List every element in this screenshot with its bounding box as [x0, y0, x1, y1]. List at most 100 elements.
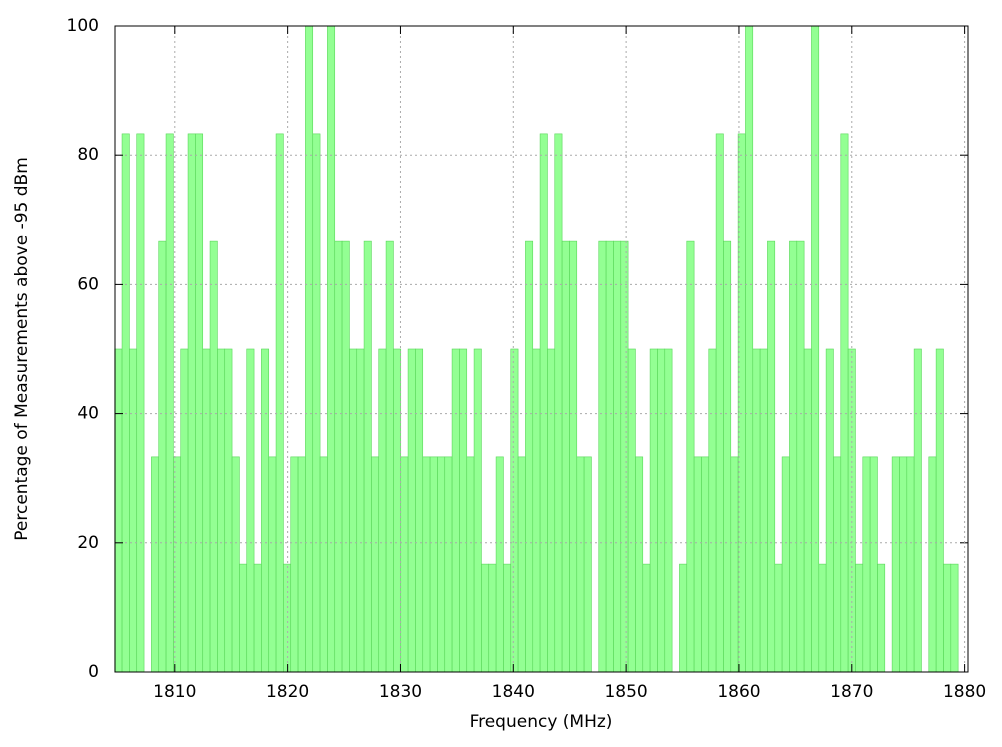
bar	[136, 133, 145, 673]
bar	[818, 563, 827, 673]
bar	[569, 240, 578, 673]
x-tick-label: 1840	[492, 682, 535, 702]
bar	[635, 456, 644, 673]
bar	[576, 456, 585, 673]
bar	[943, 563, 952, 673]
x-axis-label: Frequency (MHz)	[470, 712, 613, 732]
x-tick-label: 1860	[717, 682, 760, 702]
bar	[664, 348, 673, 673]
bar	[605, 240, 614, 673]
bar	[715, 133, 724, 673]
bar	[129, 348, 138, 673]
x-tick-label: 1820	[266, 682, 309, 702]
bar	[767, 240, 776, 673]
bar	[400, 456, 409, 673]
bar	[466, 456, 475, 673]
bar	[356, 348, 365, 673]
bar	[583, 456, 592, 673]
bar	[114, 348, 123, 673]
bar	[789, 240, 798, 673]
x-tick-label: 1830	[379, 682, 422, 702]
bar	[217, 348, 226, 673]
x-tick-label: 1810	[153, 682, 196, 702]
bar	[649, 348, 658, 673]
bar	[774, 563, 783, 673]
bar	[840, 133, 849, 673]
bar	[481, 563, 490, 673]
bar	[305, 25, 314, 673]
bar	[334, 240, 343, 673]
bar	[209, 240, 218, 673]
bar	[283, 563, 292, 673]
bar	[239, 563, 248, 673]
bar	[811, 25, 820, 673]
y-tick-label: 80	[77, 145, 99, 165]
bar	[877, 563, 886, 673]
bar	[312, 133, 321, 673]
bar	[165, 133, 174, 673]
bar	[407, 348, 416, 673]
bar	[598, 240, 607, 673]
bar	[231, 456, 240, 673]
bar	[708, 348, 717, 673]
bar	[173, 456, 182, 673]
bar	[833, 456, 842, 673]
x-tick-label: 1850	[604, 682, 647, 702]
bar	[899, 456, 908, 673]
bar	[891, 456, 900, 673]
bar	[393, 348, 402, 673]
bar	[803, 348, 812, 673]
bar	[422, 456, 431, 673]
bar	[723, 240, 732, 673]
bar	[378, 348, 387, 673]
bar	[862, 456, 871, 673]
y-axis-label: Percentage of Measurements above -95 dBm	[12, 157, 32, 541]
bar	[547, 348, 556, 673]
bar	[679, 563, 688, 673]
bar	[488, 563, 497, 673]
bar	[503, 563, 512, 673]
bar	[745, 25, 754, 673]
bar	[869, 456, 878, 673]
bar	[429, 456, 438, 673]
bar	[686, 240, 695, 673]
y-tick-label: 100	[67, 16, 99, 36]
y-tick-label: 0	[88, 662, 99, 682]
bar	[781, 456, 790, 673]
bar	[510, 348, 519, 673]
bar	[187, 133, 196, 673]
bar	[202, 348, 211, 673]
bar	[363, 240, 372, 673]
bar	[319, 456, 328, 673]
bar	[730, 456, 739, 673]
y-tick-label: 60	[77, 274, 99, 294]
bar	[444, 456, 453, 673]
bar	[701, 456, 710, 673]
y-tick-label: 40	[77, 404, 99, 424]
bar	[451, 348, 460, 673]
bar	[752, 348, 761, 673]
bar	[495, 456, 504, 673]
bar	[224, 348, 233, 673]
bar	[759, 348, 768, 673]
bar	[297, 456, 306, 673]
bar	[928, 456, 937, 673]
bar	[913, 348, 922, 673]
y-tick-label: 20	[77, 533, 99, 553]
bar	[459, 348, 468, 673]
bar	[613, 240, 622, 673]
x-tick-label: 1870	[830, 682, 873, 702]
bar	[290, 456, 299, 673]
bar	[415, 348, 424, 673]
bar	[554, 133, 563, 673]
bar	[561, 240, 570, 673]
bar	[158, 240, 167, 673]
bar	[532, 348, 541, 673]
bar	[539, 133, 548, 673]
bar	[517, 456, 526, 673]
plot-frame	[114, 25, 969, 673]
bar	[151, 456, 160, 673]
bar	[246, 348, 255, 673]
bar	[371, 456, 380, 673]
